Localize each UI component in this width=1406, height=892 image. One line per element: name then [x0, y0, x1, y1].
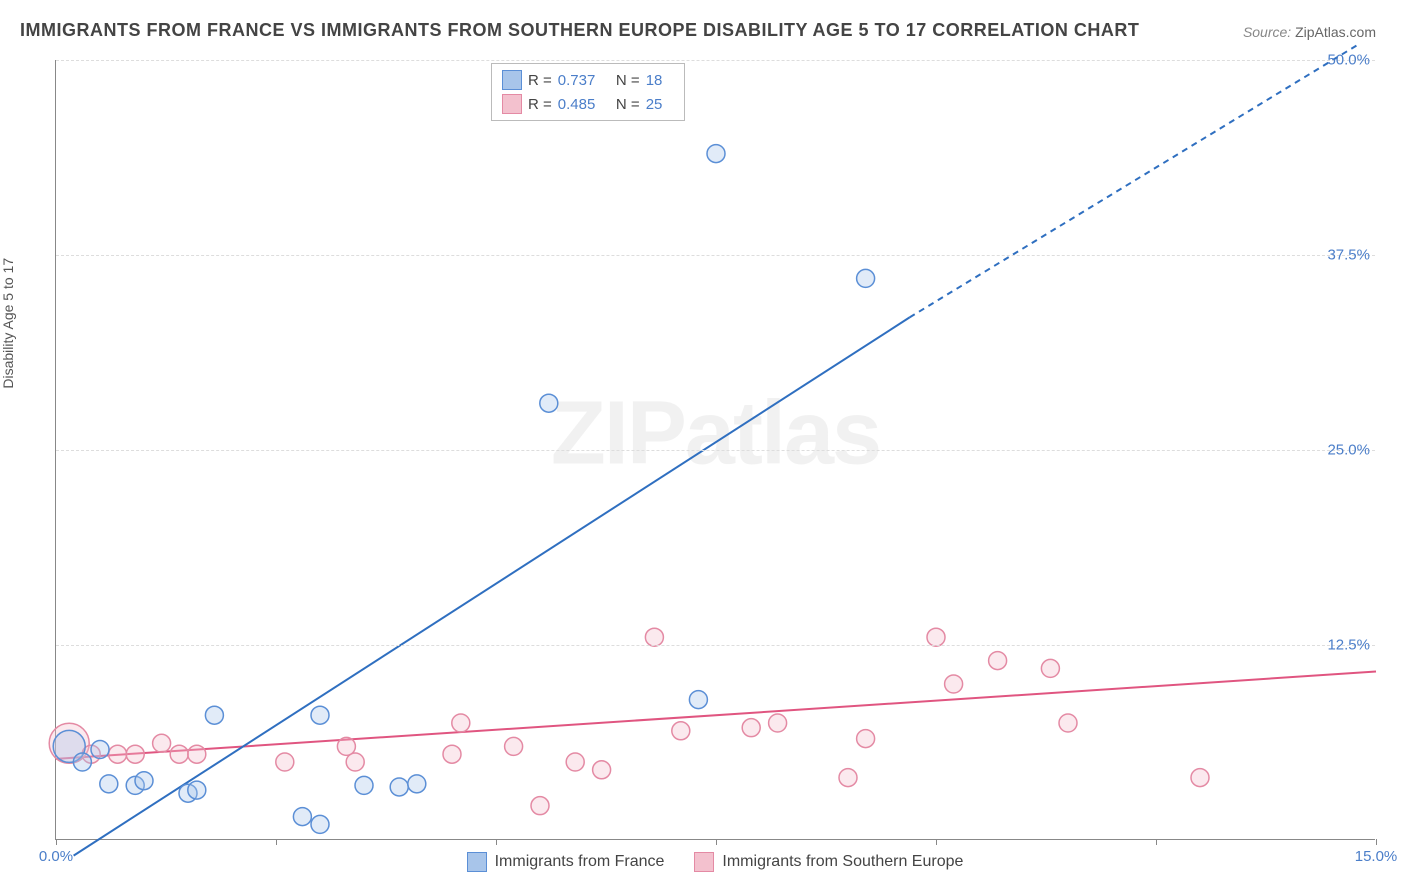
trend-line	[910, 44, 1359, 317]
data-point	[346, 753, 364, 771]
bottom-legend: Immigrants from France Immigrants from S…	[55, 852, 1375, 872]
gridline-h	[56, 450, 1375, 451]
data-point	[390, 778, 408, 796]
data-point	[311, 815, 329, 833]
data-point	[707, 145, 725, 163]
data-point	[452, 714, 470, 732]
source-label: Source:	[1243, 24, 1291, 40]
y-tick-label: 37.5%	[1327, 247, 1370, 264]
data-point	[689, 691, 707, 709]
x-tick	[936, 839, 937, 845]
data-point	[109, 745, 127, 763]
data-point	[135, 772, 153, 790]
data-point	[126, 745, 144, 763]
data-point	[531, 797, 549, 815]
source-attribution: Source: ZipAtlas.com	[1243, 24, 1376, 40]
y-axis-label: Disability Age 5 to 17	[0, 258, 16, 389]
data-point	[408, 775, 426, 793]
data-point	[188, 745, 206, 763]
x-tick	[276, 839, 277, 845]
data-point	[355, 776, 373, 794]
data-point	[945, 675, 963, 693]
data-point	[188, 781, 206, 799]
data-point	[311, 706, 329, 724]
plot-area: ZIPatlas R = 0.737 N = 18 R = 0.485 N = …	[55, 60, 1375, 840]
data-point	[443, 745, 461, 763]
data-point	[989, 652, 1007, 670]
data-point	[1041, 659, 1059, 677]
data-point	[153, 734, 171, 752]
trend-line	[56, 672, 1376, 759]
data-point	[1059, 714, 1077, 732]
y-tick-label: 12.5%	[1327, 637, 1370, 654]
data-point	[505, 737, 523, 755]
data-point	[593, 761, 611, 779]
data-point	[857, 269, 875, 287]
data-point	[540, 394, 558, 412]
gridline-h	[56, 255, 1375, 256]
data-point	[276, 753, 294, 771]
data-point	[927, 628, 945, 646]
x-tick	[716, 839, 717, 845]
data-point	[672, 722, 690, 740]
x-tick	[56, 839, 57, 845]
y-tick-label: 50.0%	[1327, 52, 1370, 69]
legend-swatch-series1	[467, 852, 487, 872]
source-value: ZipAtlas.com	[1295, 24, 1376, 40]
data-point	[91, 741, 109, 759]
x-tick	[496, 839, 497, 845]
x-tick	[1376, 839, 1377, 845]
data-point	[205, 706, 223, 724]
data-point	[100, 775, 118, 793]
data-point	[839, 769, 857, 787]
gridline-h	[56, 60, 1375, 61]
y-tick-label: 25.0%	[1327, 442, 1370, 459]
legend-item-series1: Immigrants from France	[467, 852, 665, 872]
legend-item-series2: Immigrants from Southern Europe	[694, 852, 963, 872]
data-point	[1191, 769, 1209, 787]
x-tick	[1156, 839, 1157, 845]
data-point	[566, 753, 584, 771]
data-point	[293, 808, 311, 826]
chart-title: IMMIGRANTS FROM FRANCE VS IMMIGRANTS FRO…	[20, 20, 1139, 41]
legend-label-series1: Immigrants from France	[495, 853, 665, 871]
data-point	[645, 628, 663, 646]
data-point	[73, 753, 91, 771]
legend-label-series2: Immigrants from Southern Europe	[722, 853, 963, 871]
legend-swatch-series2	[694, 852, 714, 872]
data-point	[857, 730, 875, 748]
trend-line	[74, 317, 910, 855]
gridline-h	[56, 645, 1375, 646]
data-point	[742, 719, 760, 737]
data-point	[769, 714, 787, 732]
data-point	[170, 745, 188, 763]
